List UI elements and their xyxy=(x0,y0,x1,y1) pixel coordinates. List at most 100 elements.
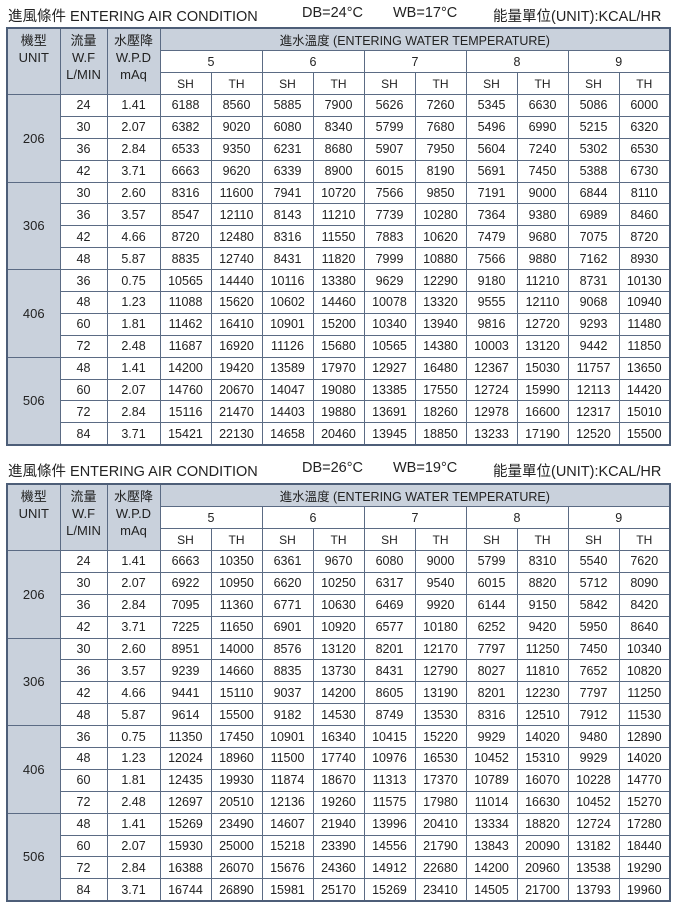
flow-header-line: 流量 xyxy=(70,33,97,48)
sh-cell: 10116 xyxy=(261,269,314,293)
wpd-header-line: mAq xyxy=(120,523,147,538)
sh-header: SH xyxy=(465,528,518,551)
th-cell: 15200 xyxy=(312,312,365,336)
sh-cell: 9816 xyxy=(465,312,518,336)
sh-cell: 9555 xyxy=(465,291,518,314)
th-cell: 9000 xyxy=(516,181,569,205)
sh-cell: 11687 xyxy=(159,334,212,358)
flow-cell: 84 xyxy=(59,878,108,902)
th-cell: 15010 xyxy=(618,400,671,424)
th-cell: 25170 xyxy=(312,878,365,902)
th-cell: 17190 xyxy=(516,422,569,446)
wpd-cell: 1.81 xyxy=(106,312,161,336)
wpd-cell: 1.41 xyxy=(106,812,161,836)
sh-cell: 6577 xyxy=(363,615,416,639)
table-row: 36 2.84 7095 11360 6771 10630 6469 9920 6144 9150… xyxy=(7,593,671,617)
th-cell: 20090 xyxy=(516,834,569,858)
flow-cell: 48 xyxy=(59,812,108,836)
th-cell: 22130 xyxy=(210,422,263,446)
th-cell: 13730 xyxy=(312,659,365,683)
sh-cell: 12520 xyxy=(567,422,620,446)
th-cell: 9850 xyxy=(414,181,467,205)
th-cell: 23490 xyxy=(210,812,263,836)
th-header: TH xyxy=(312,72,365,95)
flow-cell: 24 xyxy=(59,94,108,117)
sh-cell: 5388 xyxy=(567,159,620,183)
th-cell: 17980 xyxy=(414,790,467,814)
th-cell: 7950 xyxy=(414,137,467,161)
sh-cell: 5885 xyxy=(261,94,314,117)
water-temp: 7 xyxy=(363,506,467,529)
th-cell: 7240 xyxy=(516,137,569,161)
th-cell: 9380 xyxy=(516,203,569,227)
th-cell: 7680 xyxy=(414,115,467,139)
flow-cell: 42 xyxy=(59,681,108,705)
flow-cell: 72 xyxy=(59,856,108,880)
th-cell: 11850 xyxy=(618,334,671,358)
sh-cell: 5712 xyxy=(567,571,620,595)
th-cell: 20410 xyxy=(414,812,467,836)
capacity-table: 機型 UNIT 流量 W.F L/MIN 水壓降 W.P.D mAq 進水溫度 (ENTERIN… xyxy=(6,27,671,447)
th-cell: 15620 xyxy=(210,291,263,314)
th-cell: 6320 xyxy=(618,115,671,139)
table-row: 406 36 0.75 10565 14440 10116 13380 9629 12290 91… xyxy=(6,269,671,358)
wpd-cell: 0.75 xyxy=(106,269,161,293)
th-cell: 19260 xyxy=(312,790,365,814)
flow-cell: 72 xyxy=(59,334,108,358)
sh-cell: 5345 xyxy=(465,94,518,117)
th-cell: 16340 xyxy=(312,725,365,749)
flow-cell: 30 xyxy=(59,637,108,661)
sh-cell: 13334 xyxy=(465,812,518,836)
th-cell: 9680 xyxy=(516,225,569,249)
wpd-cell: 3.57 xyxy=(106,659,161,683)
sh-cell: 6663 xyxy=(159,159,212,183)
th-cell: 6000 xyxy=(618,94,671,117)
sh-cell: 10452 xyxy=(567,790,620,814)
th-cell: 15680 xyxy=(312,334,365,358)
sh-cell: 6989 xyxy=(567,203,620,227)
th-cell: 8900 xyxy=(312,159,365,183)
wpd-cell: 1.23 xyxy=(106,747,161,770)
th-cell: 13190 xyxy=(414,681,467,705)
th-cell: 10180 xyxy=(414,615,467,639)
sh-cell: 15676 xyxy=(261,856,314,880)
sh-cell: 12367 xyxy=(465,356,518,380)
table-row: 48 5.87 9614 15500 9182 14530 8749 13530 8316 125… xyxy=(7,703,671,727)
wpd-cell: 3.71 xyxy=(106,615,161,639)
th-header: TH xyxy=(414,72,467,95)
unit-model: 406 xyxy=(6,269,61,358)
table-row: 36 2.84 6533 9350 6231 8680 5907 7950 5604 7240 53… xyxy=(7,137,671,161)
sh-cell: 8547 xyxy=(159,203,212,227)
flow-cell: 36 xyxy=(59,269,108,293)
sh-cell: 9239 xyxy=(159,659,212,683)
th-cell: 18850 xyxy=(414,422,467,446)
th-header: TH xyxy=(516,72,569,95)
sh-cell: 7225 xyxy=(159,615,212,639)
th-cell: 12510 xyxy=(516,703,569,727)
th-cell: 18260 xyxy=(414,400,467,424)
th-cell: 10880 xyxy=(414,247,467,271)
sh-cell: 8951 xyxy=(159,637,212,661)
wpd-cell: 3.71 xyxy=(106,422,161,446)
th-cell: 19080 xyxy=(312,378,365,402)
sh-cell: 8431 xyxy=(261,247,314,271)
th-cell: 10920 xyxy=(312,615,365,639)
sh-cell: 10602 xyxy=(261,291,314,314)
sh-cell: 7479 xyxy=(465,225,518,249)
th-cell: 19290 xyxy=(618,856,671,880)
ewt-header: 進水溫度 (ENTERING WATER TEMPERATURE) xyxy=(159,483,671,507)
sh-cell: 15421 xyxy=(159,422,212,446)
th-cell: 10280 xyxy=(414,203,467,227)
wb-value: WB=17°C xyxy=(393,5,458,21)
th-cell: 23390 xyxy=(312,834,365,858)
th-cell: 16070 xyxy=(516,768,569,792)
sh-cell: 8316 xyxy=(465,703,518,727)
water-temp: 5 xyxy=(159,506,263,529)
th-cell: 10950 xyxy=(210,571,263,595)
ewt-header: 進水溫度 (ENTERING WATER TEMPERATURE) xyxy=(159,27,671,51)
sh-cell: 5626 xyxy=(363,94,416,117)
th-cell: 10720 xyxy=(312,181,365,205)
sh-cell: 15218 xyxy=(261,834,314,858)
flow-cell: 60 xyxy=(59,378,108,402)
th-cell: 13120 xyxy=(516,334,569,358)
